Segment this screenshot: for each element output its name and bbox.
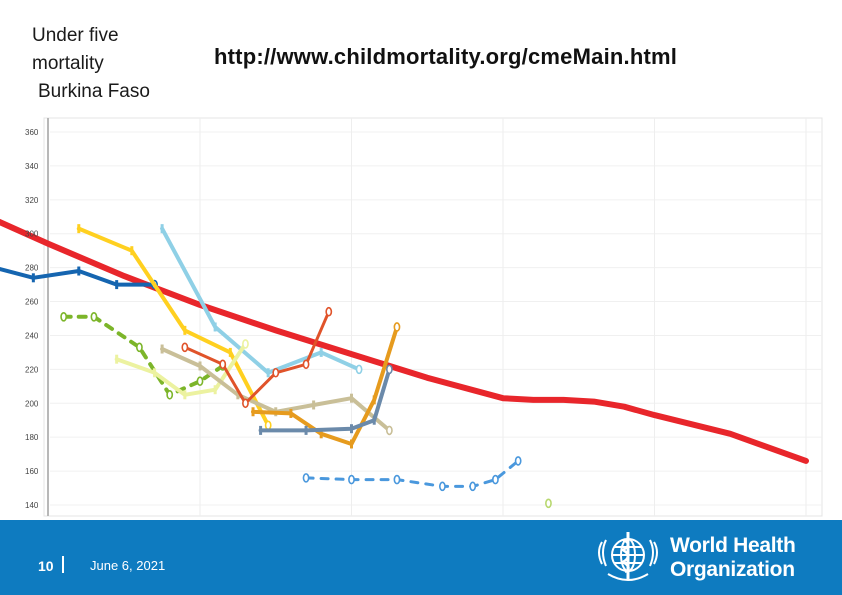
data-point (264, 420, 272, 431)
series-survey-3 (160, 224, 363, 378)
footer-date: June 6, 2021 (90, 558, 166, 573)
data-point (372, 395, 376, 405)
grid-layer (43, 117, 823, 528)
data-point (372, 415, 376, 425)
data-point (219, 359, 227, 370)
data-point (355, 364, 363, 375)
series-layer (0, 218, 809, 509)
data-point (385, 425, 393, 436)
data-point (242, 398, 249, 409)
series-survey-8 (251, 322, 401, 449)
data-point (438, 481, 446, 492)
y-tick-label: 140 (25, 501, 39, 510)
y-tick-label: 320 (25, 196, 39, 205)
data-point (350, 439, 353, 449)
data-point (545, 498, 552, 509)
series-line (251, 325, 399, 446)
data-point (514, 456, 522, 466)
data-point (77, 266, 81, 276)
series-survey-10 (302, 456, 522, 492)
data-point (160, 344, 164, 354)
data-point (312, 400, 316, 410)
y-tick-label: 340 (25, 162, 39, 171)
data-point (213, 322, 217, 332)
footer-bar: 10 June 6, 2021 World Health Organizatio… (0, 520, 842, 595)
y-tick-label: 220 (25, 365, 39, 374)
data-point (236, 390, 240, 400)
data-point (385, 364, 393, 375)
data-point (251, 407, 255, 417)
title-line-1: Under five (32, 25, 119, 46)
y-tick-label: 180 (25, 433, 39, 442)
data-point (228, 347, 232, 357)
page-separator (62, 556, 64, 573)
data-point (266, 368, 270, 378)
who-wordmark-line-2: Organization (670, 558, 795, 581)
data-point (304, 425, 308, 435)
who-emblem-icon (598, 532, 658, 581)
y-tick-label: 280 (25, 264, 39, 273)
data-point (469, 481, 477, 492)
data-point (183, 325, 187, 335)
data-point (492, 474, 499, 485)
data-point (90, 312, 98, 322)
y-tick-label: 360 (25, 128, 39, 137)
series-survey-9 (258, 364, 393, 435)
series-survey-2 (76, 224, 272, 431)
data-point (130, 246, 134, 256)
y-tick-label: 200 (25, 399, 39, 408)
y-tick-label: 300 (25, 230, 39, 239)
data-point (181, 342, 189, 353)
data-point (393, 474, 401, 485)
data-point (259, 425, 263, 435)
data-point (289, 408, 293, 418)
data-point (350, 424, 353, 434)
series-estimate (0, 218, 809, 464)
title-line-3: Burkina Faso (38, 81, 150, 102)
y-tick-label: 240 (25, 331, 39, 340)
data-point (213, 385, 217, 395)
data-point (302, 359, 310, 370)
slide-title: Under five mortality Burkina Faso (32, 22, 202, 106)
source-url-link[interactable]: http://www.childmortality.org/cmeMain.ht… (214, 44, 678, 69)
who-wordmark: World Health Organization (670, 534, 796, 582)
data-point (319, 347, 323, 357)
data-point (242, 339, 249, 349)
data-point (77, 224, 81, 234)
series-survey-11 (545, 498, 552, 509)
data-point (183, 390, 187, 400)
y-axis-labels: 140 160 180 200 220 240 260 280 300 320 340 360 (25, 128, 39, 510)
data-point (153, 368, 157, 378)
data-point (325, 306, 333, 317)
plot-area (43, 117, 823, 517)
data-point (115, 280, 119, 290)
page-number: 10 (38, 558, 54, 574)
title-line-2: mortality (32, 53, 104, 74)
data-point (115, 354, 119, 364)
data-point (60, 312, 68, 322)
data-point (319, 429, 323, 439)
data-point (302, 473, 310, 483)
data-point (393, 322, 401, 332)
data-point (166, 389, 174, 400)
data-point (350, 393, 353, 403)
data-point (31, 273, 35, 283)
series-survey-7 (181, 306, 333, 409)
data-point (196, 376, 204, 387)
data-point (348, 474, 355, 485)
y-tick-label: 160 (25, 467, 39, 476)
series-line (0, 267, 157, 287)
series-line (183, 310, 331, 405)
series-line (0, 218, 809, 464)
series-survey-5 (114, 339, 249, 400)
data-point (135, 342, 143, 353)
data-point (198, 361, 202, 371)
y-tick-label: 260 (25, 298, 39, 307)
who-wordmark-line-1: World Health (670, 534, 796, 557)
data-point (272, 367, 280, 378)
data-point (160, 224, 164, 234)
